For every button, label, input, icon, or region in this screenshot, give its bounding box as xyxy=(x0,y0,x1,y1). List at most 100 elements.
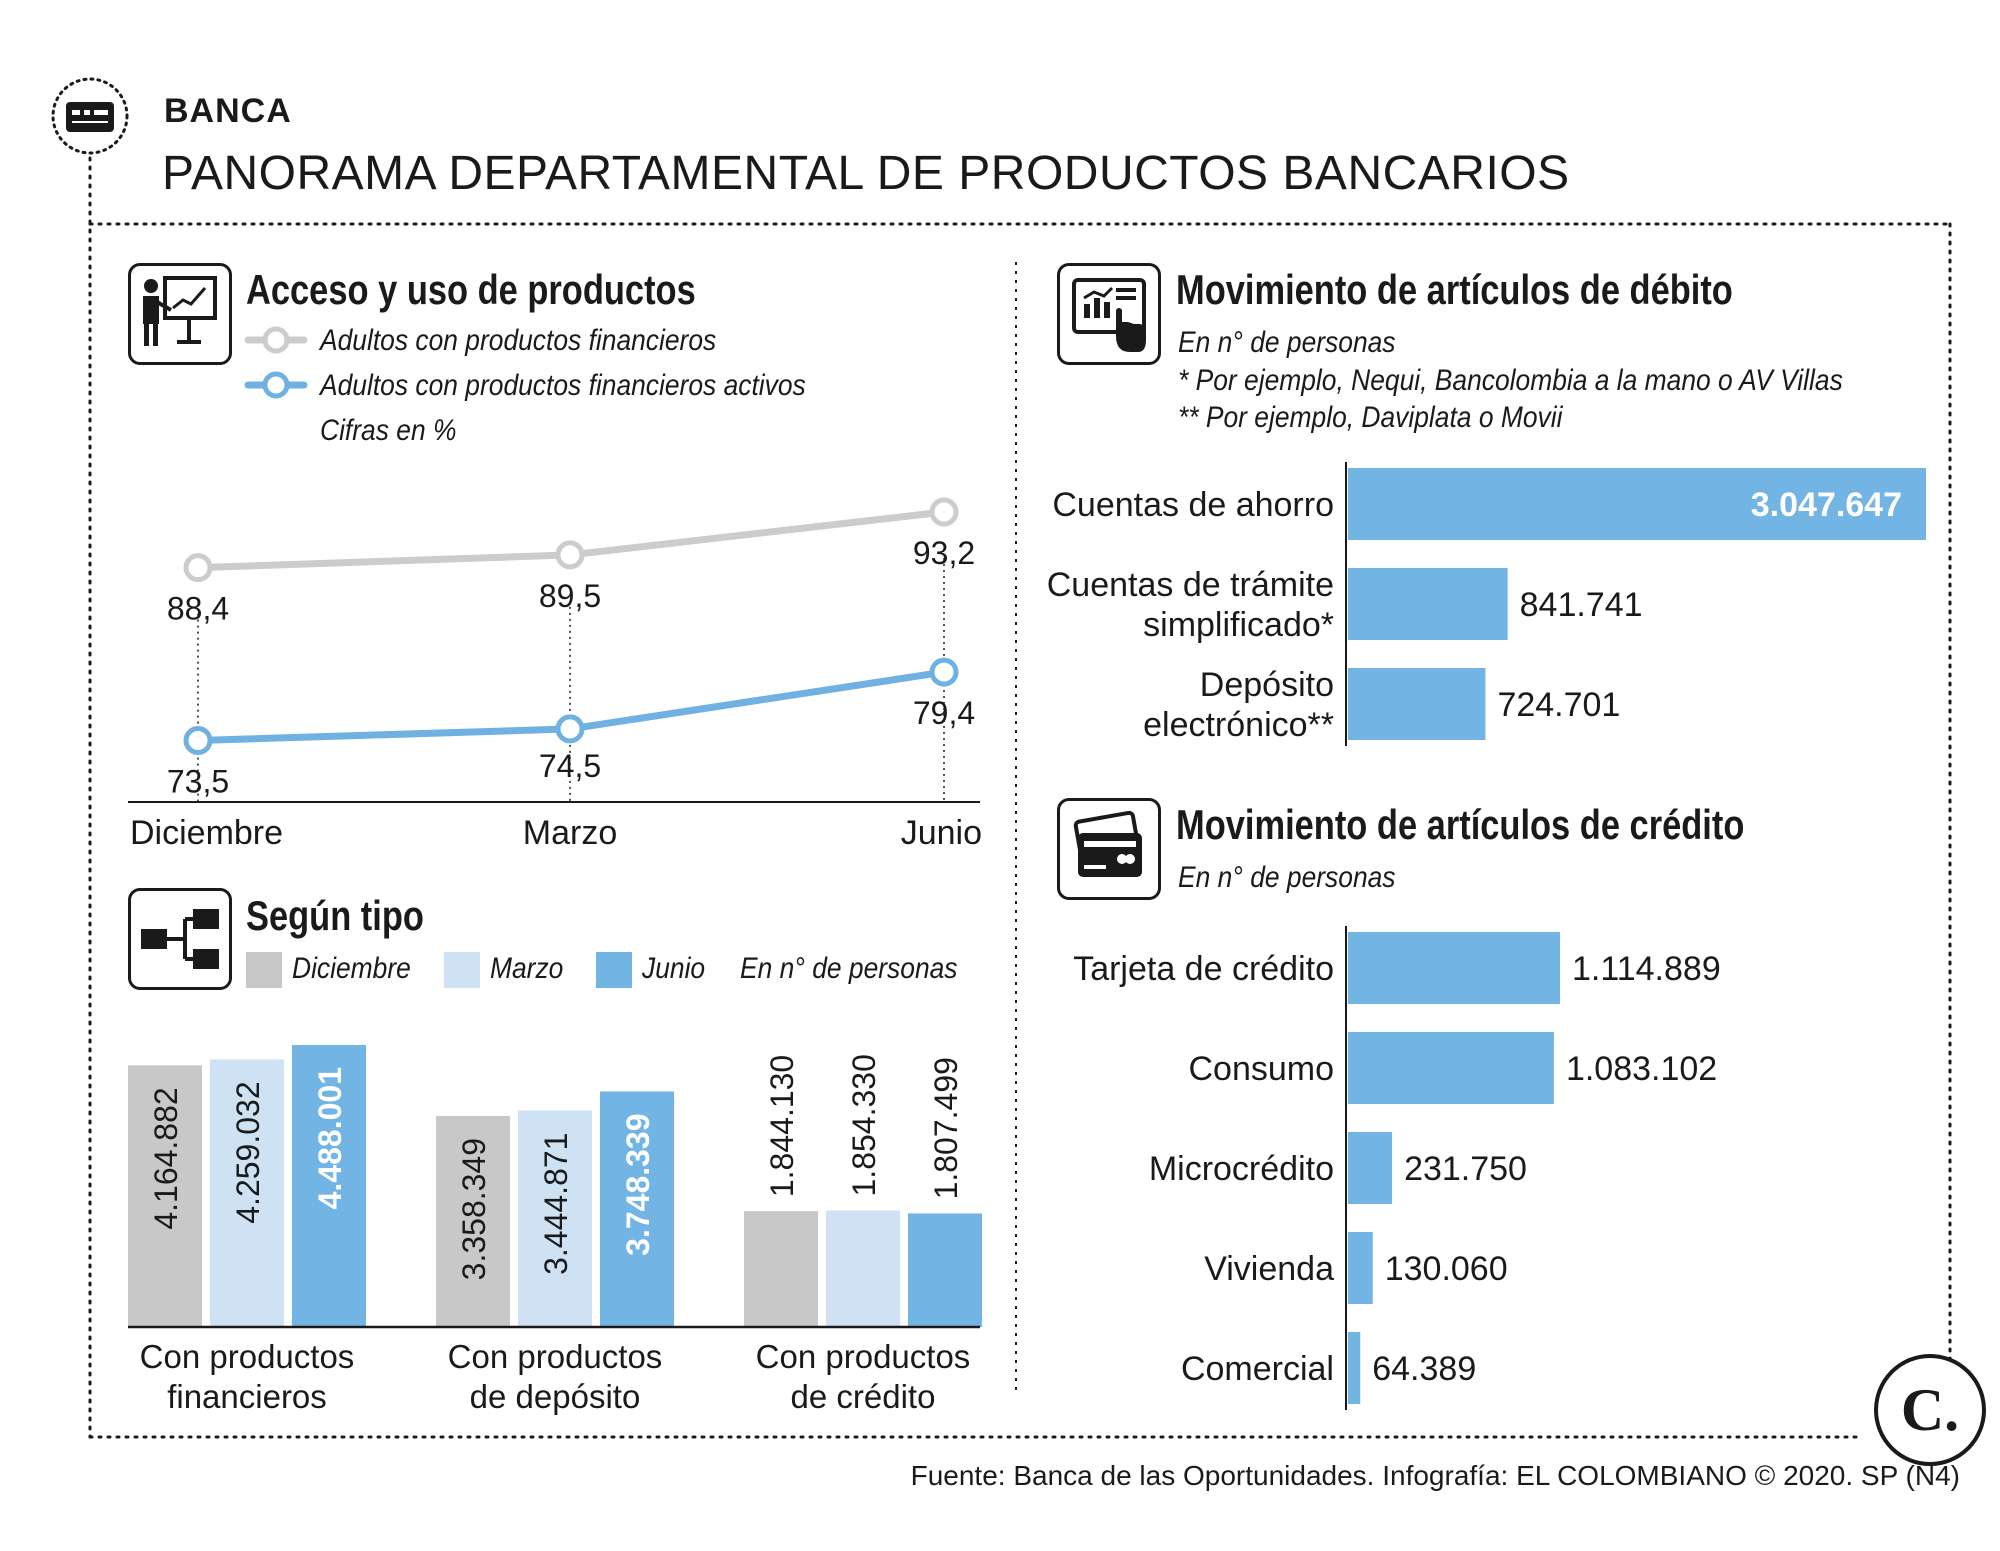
line-point xyxy=(555,714,585,744)
type-bar xyxy=(436,1115,510,1327)
type-bar-label: 1.854.330 xyxy=(846,1054,882,1196)
debit-note-2: ** Por ejemplo, Daviplata o Movii xyxy=(1178,401,1563,434)
access-legend-blue-marker xyxy=(244,371,308,399)
type-category-label: Con productos xyxy=(756,1338,971,1375)
credit-card-icon xyxy=(1057,798,1161,900)
legend-swatch-mar xyxy=(444,952,480,988)
type-category-label: Con productos xyxy=(140,1338,355,1375)
access-title: Acceso y uso de productos xyxy=(246,266,696,313)
credit-units: En n° de personas xyxy=(1178,861,1396,894)
legend-swatch-dec xyxy=(246,952,282,988)
legend-label-mar: Marzo xyxy=(490,952,564,985)
type-bar-chart: 4.164.882 4.259.032 4.488.001 Con productos… xyxy=(128,1045,982,1415)
credit-category-label: Consumo xyxy=(1188,1050,1334,1088)
credit-value-label: 1.114.889 xyxy=(1572,950,1721,988)
debit-bar xyxy=(1348,668,1486,740)
access-legend-gray-marker xyxy=(244,326,308,354)
credit-category-label: Tarjeta de crédito xyxy=(1073,950,1334,988)
type-bar-label: 3.444.871 xyxy=(538,1133,574,1275)
debit-title: Movimiento de artículos de débito xyxy=(1176,266,1733,313)
type-category-label: Con productos xyxy=(448,1338,663,1375)
presentation-icon xyxy=(128,263,232,365)
debit-category-label: Cuentas de ahorro xyxy=(1052,486,1334,524)
touch-screen-icon xyxy=(1057,263,1161,365)
credit-value-label: 1.083.102 xyxy=(1566,1050,1717,1088)
credit-bar xyxy=(1348,932,1560,1004)
type-bar xyxy=(744,1211,818,1327)
credit-category-label: Comercial xyxy=(1181,1350,1334,1388)
line-chart: 88,4 89,5 93,2 73,5 74,5 79,4 Diciembre Marzo Ju… xyxy=(128,497,982,852)
line-point-label: 79,4 xyxy=(913,695,975,731)
debit-category-label: electrónico** xyxy=(1143,706,1334,744)
debit-category-label: Depósito xyxy=(1200,666,1334,704)
access-legend-gray: Adultos con productos financieros xyxy=(320,324,717,357)
type-bar xyxy=(826,1210,900,1327)
legend-swatch-jun xyxy=(596,952,632,988)
line-point-label: 88,4 xyxy=(167,591,229,627)
credit-value-label: 64.389 xyxy=(1372,1350,1476,1388)
line-x-label: Diciembre xyxy=(130,814,283,852)
by-type-units: En n° de personas xyxy=(740,952,958,985)
type-category-label: de crédito xyxy=(791,1378,936,1415)
line-point-label: 93,2 xyxy=(913,535,975,571)
type-category-label: financieros xyxy=(167,1378,327,1415)
credit-title: Movimiento de artículos de crédito xyxy=(1176,801,1745,848)
credit-value-label: 231.750 xyxy=(1404,1150,1527,1188)
access-legend-blue: Adultos con productos financieros activo… xyxy=(320,369,806,402)
debit-bar xyxy=(1348,468,1926,540)
credit-bar-chart: 1.114.889 Tarjeta de crédito 1.083.102 Cons… xyxy=(1073,926,1721,1410)
line-point xyxy=(183,726,213,756)
credit-bar xyxy=(1348,1232,1373,1304)
header-icon xyxy=(50,76,130,156)
line-point-label: 74,5 xyxy=(539,748,601,784)
line-point xyxy=(929,657,959,687)
type-bar-label: 4.259.032 xyxy=(230,1081,266,1223)
credit-value-label: 130.060 xyxy=(1385,1250,1508,1288)
access-units: Cifras en % xyxy=(320,414,457,447)
type-bar-label: 4.488.001 xyxy=(312,1067,348,1209)
type-bar-label: 3.358.349 xyxy=(456,1138,492,1280)
debit-bar-chart: 3.047.647 Cuentas de ahorro 841.741 Cuentas… xyxy=(1047,462,1926,746)
by-type-title: Según tipo xyxy=(246,892,424,939)
page-title: PANORAMA DEPARTAMENTAL DE PRODUCTOS BANC… xyxy=(162,147,1570,200)
type-bar-label: 4.164.882 xyxy=(148,1087,184,1229)
type-bar xyxy=(600,1091,674,1327)
debit-value-label: 3.047.647 xyxy=(1751,486,1902,524)
line-point-label: 89,5 xyxy=(539,578,601,614)
type-bar xyxy=(292,1045,366,1327)
type-bar xyxy=(908,1213,982,1327)
section-label: BANCA xyxy=(164,92,292,130)
credit-category-label: Vivienda xyxy=(1204,1250,1334,1288)
type-bar xyxy=(518,1110,592,1327)
line-point xyxy=(555,540,585,570)
debit-category-label: Cuentas de trámite xyxy=(1047,566,1334,604)
type-category-label: de depósito xyxy=(470,1378,641,1415)
credit-bar xyxy=(1348,1032,1554,1104)
logo-text: C. xyxy=(1900,1377,1960,1443)
footer-source: Fuente: Banca de las Oportunidades. Info… xyxy=(910,1460,1960,1491)
credit-category-label: Microcrédito xyxy=(1149,1150,1334,1188)
debit-note-1: * Por ejemplo, Nequi, Bancolombia a la m… xyxy=(1178,364,1843,397)
line-x-label: Junio xyxy=(901,814,982,852)
flow-diagram-icon xyxy=(128,888,232,990)
type-bar-label: 3.748.339 xyxy=(620,1113,656,1255)
line-point-label: 73,5 xyxy=(167,764,229,800)
line-point xyxy=(183,553,213,583)
legend-label-dec: Diciembre xyxy=(292,952,411,985)
legend-label-jun: Junio xyxy=(642,952,706,985)
debit-value-label: 724.701 xyxy=(1497,686,1620,724)
type-bar xyxy=(128,1065,202,1327)
line-x-label: Marzo xyxy=(523,814,617,852)
debit-units: En n° de personas xyxy=(1178,326,1396,359)
credit-bar xyxy=(1348,1132,1393,1204)
credit-bar xyxy=(1348,1332,1361,1404)
type-bar-label: 1.807.499 xyxy=(928,1057,964,1199)
debit-value-label: 841.741 xyxy=(1520,586,1643,624)
debit-bar xyxy=(1348,568,1508,640)
type-bar xyxy=(210,1059,284,1327)
debit-category-label: simplificado* xyxy=(1143,606,1334,644)
line-point xyxy=(929,497,959,527)
logo: C. xyxy=(1874,1354,1986,1466)
type-bar-label: 1.844.130 xyxy=(764,1055,800,1197)
